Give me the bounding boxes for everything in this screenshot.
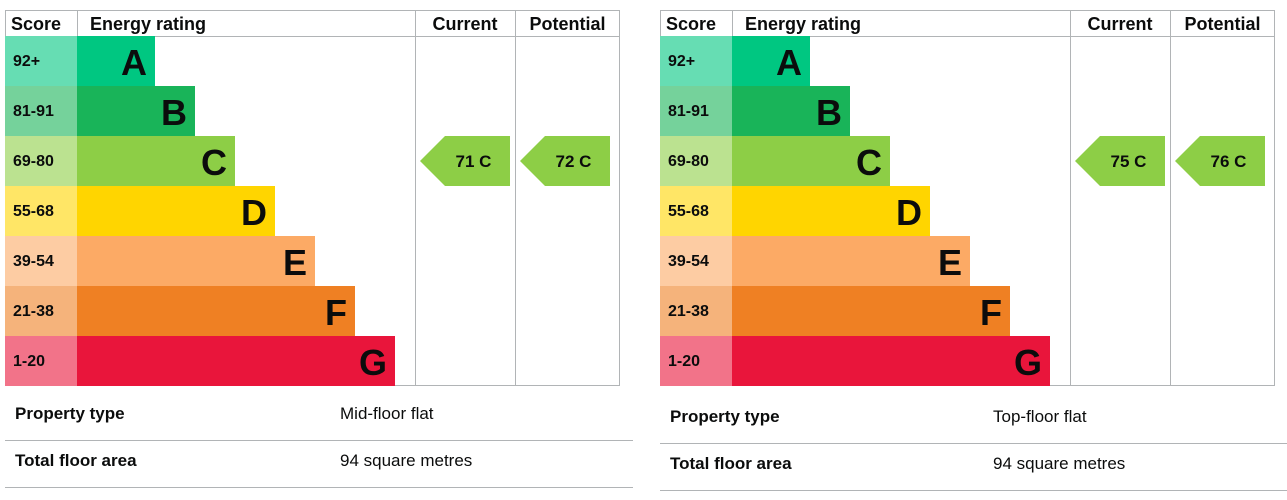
property-type-label: Property type <box>670 407 780 426</box>
potential-rating-label: 76 C <box>1211 152 1247 171</box>
score-label: 21-38 <box>13 303 54 320</box>
potential-arrow <box>1175 136 1265 186</box>
rating-letter: F <box>325 292 347 333</box>
score-cell <box>5 286 77 336</box>
potential-rating-label: 72 C <box>556 152 592 171</box>
score-cell <box>5 86 77 136</box>
rating-bar-e <box>732 236 970 286</box>
energy-rating-chart: Score Energy rating Current Potential 92+ A 81… <box>5 10 620 386</box>
energy-rating-header: Energy rating <box>90 14 206 34</box>
current-header: Current <box>432 14 497 34</box>
score-cell <box>5 336 77 386</box>
rating-letter: G <box>359 342 387 383</box>
score-label: 39-54 <box>668 253 709 270</box>
potential-arrow <box>520 136 610 186</box>
score-cell <box>5 236 77 286</box>
rating-bar-c <box>732 136 890 186</box>
score-cell <box>660 86 732 136</box>
score-header: Score <box>11 14 61 34</box>
score-cell <box>660 186 732 236</box>
epc-panel-2: Score Energy rating Current Potential 92+ A 81… <box>660 10 1287 491</box>
potential-header: Potential <box>529 14 605 34</box>
property-type-value: Top-floor flat <box>993 407 1087 426</box>
score-label: 69-80 <box>13 153 54 170</box>
score-label: 39-54 <box>13 253 54 270</box>
score-label: 69-80 <box>668 153 709 170</box>
rating-letter: D <box>241 192 267 233</box>
rating-bar-a <box>732 36 810 86</box>
property-details: Property type Mid-floor flat Total floor… <box>5 394 633 488</box>
score-cell <box>5 136 77 186</box>
energy-rating-header: Energy rating <box>745 14 861 34</box>
score-cell <box>5 186 77 236</box>
rating-letter: A <box>121 42 147 83</box>
score-cell <box>5 36 77 86</box>
rating-bar-e <box>77 236 315 286</box>
score-header: Score <box>666 14 716 34</box>
property-details: Property type Top-floor flat Total floor… <box>660 397 1287 491</box>
score-cell <box>660 336 732 386</box>
property-type-row: Property type Top-floor flat <box>660 397 1287 444</box>
floor-area-row: Total floor area 94 square metres <box>660 444 1287 491</box>
score-label: 81-91 <box>668 103 709 120</box>
score-label: 55-68 <box>13 203 54 220</box>
energy-rating-chart: Score Energy rating Current Potential 92+ A 81… <box>660 10 1275 386</box>
score-label: 1-20 <box>668 353 700 370</box>
score-label: 81-91 <box>13 103 54 120</box>
potential-header: Potential <box>1184 14 1260 34</box>
score-label: 55-68 <box>668 203 709 220</box>
rating-bar-d <box>77 186 275 236</box>
rating-letter: C <box>201 142 227 183</box>
floor-area-value: 94 square metres <box>993 454 1126 473</box>
rating-bar-a <box>77 36 155 86</box>
score-cell <box>660 236 732 286</box>
rating-letter: F <box>980 292 1002 333</box>
rating-letter: B <box>816 92 842 133</box>
rating-letter: D <box>896 192 922 233</box>
score-label: 92+ <box>668 53 695 70</box>
score-cell <box>660 286 732 336</box>
rating-bar-c <box>77 136 235 186</box>
rating-bar-g <box>732 336 1050 386</box>
score-cell <box>660 36 732 86</box>
rating-bar-b <box>77 86 195 136</box>
rating-bar-g <box>77 336 395 386</box>
score-label: 1-20 <box>13 353 45 370</box>
rating-bar-d <box>732 186 930 236</box>
rating-letter: A <box>776 42 802 83</box>
rating-letter: E <box>283 242 307 283</box>
property-type-label: Property type <box>15 404 125 423</box>
rating-letter: C <box>856 142 882 183</box>
rating-letter: E <box>938 242 962 283</box>
score-label: 21-38 <box>668 303 709 320</box>
rating-bar-f <box>732 286 1010 336</box>
rating-bar-b <box>732 86 850 136</box>
current-rating-label: 71 C <box>456 152 492 171</box>
rating-letter: B <box>161 92 187 133</box>
current-arrow <box>420 136 510 186</box>
score-label: 92+ <box>13 53 40 70</box>
epc-panel-1: Score Energy rating Current Potential 92+ A 81… <box>5 10 635 490</box>
floor-area-row: Total floor area 94 square metres <box>5 441 633 488</box>
score-cell <box>660 136 732 186</box>
property-type-value: Mid-floor flat <box>340 404 434 423</box>
rating-bar-f <box>77 286 355 336</box>
current-arrow <box>1075 136 1165 186</box>
floor-area-label: Total floor area <box>670 454 792 473</box>
property-type-row: Property type Mid-floor flat <box>5 394 633 441</box>
current-rating-label: 75 C <box>1111 152 1147 171</box>
floor-area-label: Total floor area <box>15 451 137 470</box>
rating-letter: G <box>1014 342 1042 383</box>
floor-area-value: 94 square metres <box>340 451 473 470</box>
current-header: Current <box>1087 14 1152 34</box>
